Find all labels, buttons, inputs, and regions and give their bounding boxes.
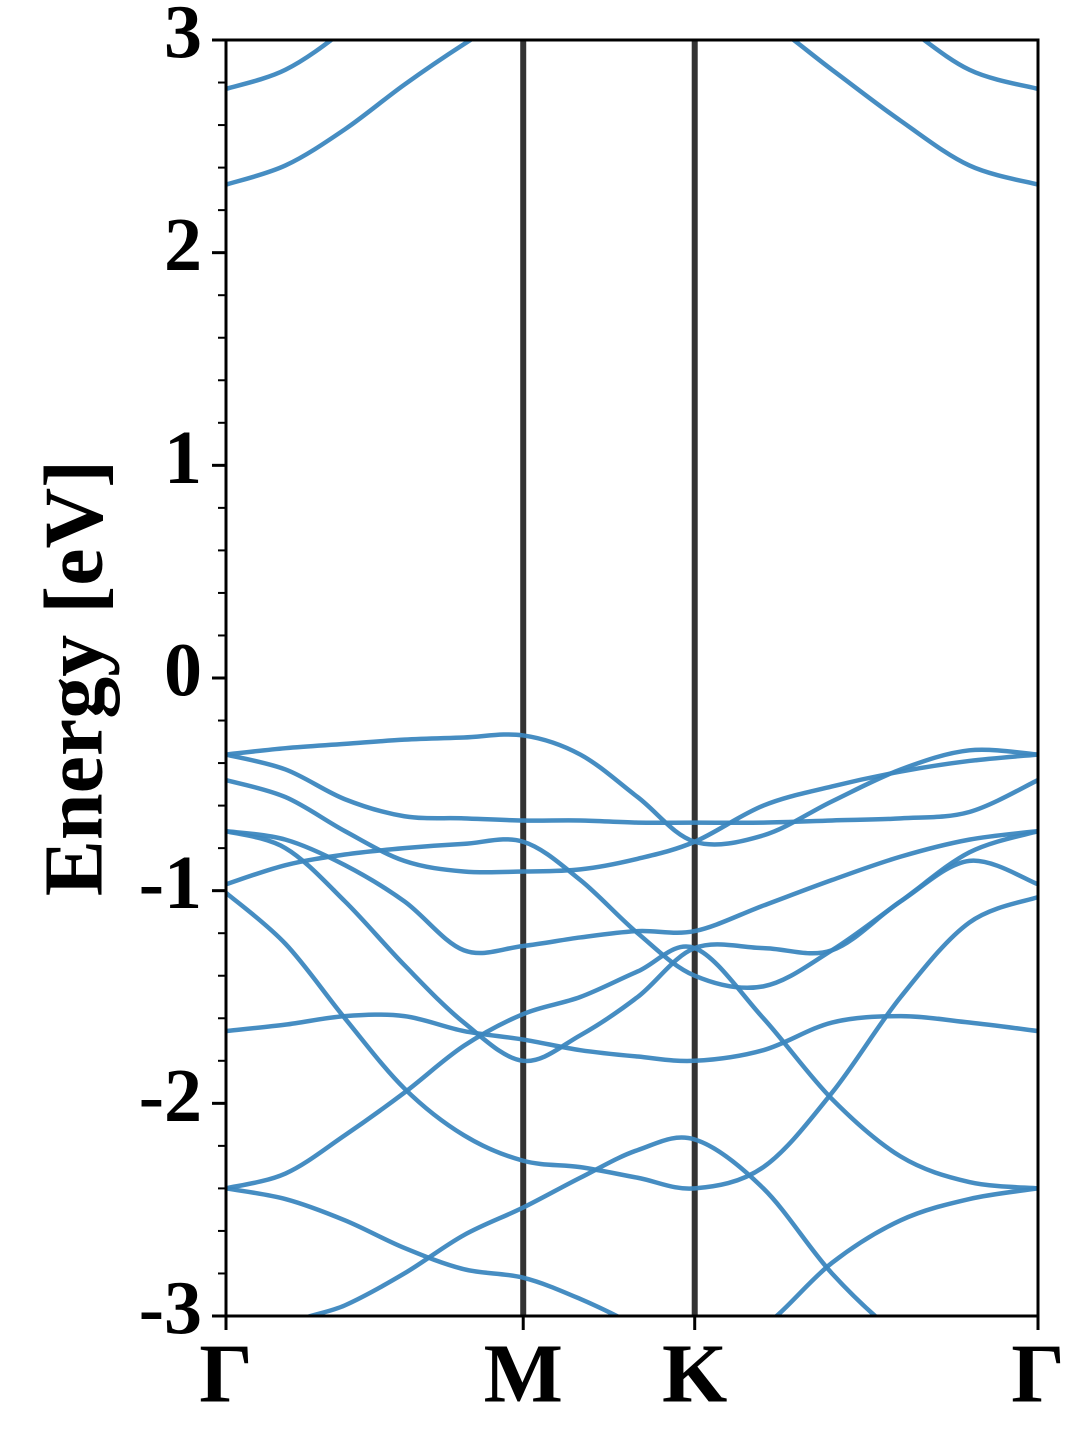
band-line xyxy=(226,944,1038,1191)
y-tick-label: 1 xyxy=(164,416,202,500)
x-tick-label: Γ xyxy=(1011,1327,1064,1420)
x-tick-label: K xyxy=(662,1327,727,1420)
grid-layer xyxy=(520,40,698,1316)
band-line xyxy=(226,40,1038,187)
band-line xyxy=(226,828,1038,956)
y-tick-label: 3 xyxy=(164,0,202,74)
y-tick-label: -3 xyxy=(139,1266,202,1350)
y-tick-label: -1 xyxy=(139,841,202,925)
band-line xyxy=(226,732,1038,847)
x-tick-label: Γ xyxy=(199,1327,252,1420)
band-line xyxy=(226,890,1038,1191)
x-tick-label: M xyxy=(484,1327,563,1420)
band-line xyxy=(226,828,1038,1064)
axis-layer: -3 -2 -1 0 1 2 3 Γ M K Γ xyxy=(139,0,1065,1420)
band-line xyxy=(226,828,1038,991)
band-line xyxy=(303,1135,879,1316)
band-line xyxy=(226,40,1038,92)
y-tick-label: 2 xyxy=(164,203,202,287)
band-layer xyxy=(226,40,1038,1316)
y-axis-label: Energy [eV] xyxy=(27,460,120,896)
band-line xyxy=(226,752,1038,875)
band-line xyxy=(226,1012,1038,1064)
plot-frame xyxy=(224,38,1040,1318)
y-tick-label: 0 xyxy=(164,628,202,712)
band-line xyxy=(226,1186,1038,1316)
band-line xyxy=(226,752,1038,826)
y-tick-label: -2 xyxy=(139,1054,202,1138)
